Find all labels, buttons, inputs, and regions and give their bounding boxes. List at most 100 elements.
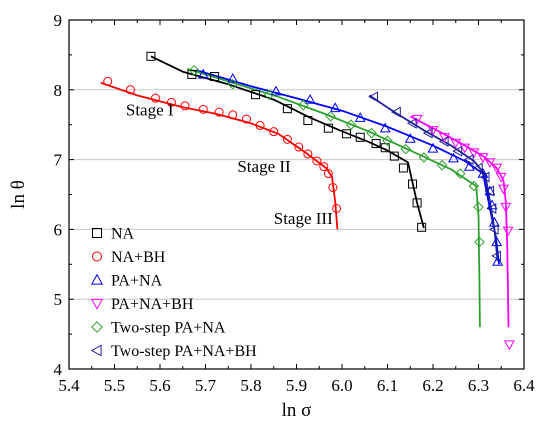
x-tick-label: 5.7	[195, 376, 217, 395]
data-point	[418, 152, 430, 163]
legend-label: NA	[111, 226, 135, 243]
x-tick-label: 5.6	[149, 376, 170, 395]
x-tick-label: 5.4	[58, 376, 80, 395]
data-point	[366, 127, 377, 139]
data-point	[166, 97, 176, 107]
data-point	[270, 85, 282, 96]
data-point	[329, 102, 341, 113]
data-point	[438, 136, 449, 147]
data-point	[500, 202, 512, 213]
data-point	[228, 110, 238, 120]
data-point	[390, 106, 401, 118]
legend-label: Two-step PA+NA+BH	[111, 343, 257, 360]
data-point	[345, 119, 357, 131]
data-point	[282, 104, 292, 114]
x-tick-label: 5.9	[286, 376, 307, 395]
data-point	[479, 171, 490, 183]
data-point	[491, 236, 503, 247]
x-tick-label: 5.5	[104, 376, 125, 395]
data-point	[255, 120, 265, 130]
data-point	[498, 184, 509, 195]
data-point	[92, 251, 102, 262]
data-point	[90, 273, 104, 285]
legend-label: Two-step PA+NA	[111, 320, 226, 337]
axis-ticks	[68, 19, 525, 370]
y-tick-label: 7	[54, 151, 63, 170]
data-point	[436, 159, 448, 171]
data-point	[452, 145, 463, 157]
data-point	[468, 180, 480, 192]
data-point	[294, 142, 304, 152]
data-point	[427, 142, 439, 153]
data-point	[303, 149, 313, 159]
data-point	[491, 163, 503, 174]
data-point	[406, 117, 417, 129]
data-point	[502, 226, 514, 237]
data-point	[241, 114, 251, 124]
x-axis-title: ln σ	[282, 400, 312, 421]
x-tick-label: 6.3	[468, 376, 489, 395]
stage-label: Stage II	[237, 157, 291, 176]
data-point	[463, 160, 475, 171]
data-point	[355, 132, 365, 142]
data-point	[448, 152, 459, 163]
legend-label: PA+NA	[111, 273, 163, 290]
data-point	[492, 255, 504, 266]
legend-label: PA+NA+BH	[111, 296, 194, 313]
data-point	[474, 236, 485, 248]
data-point	[323, 169, 333, 179]
data-point	[450, 138, 462, 149]
data-point	[484, 185, 495, 197]
data-point	[484, 158, 496, 169]
data-point	[227, 72, 239, 83]
y-tick-label: 4	[54, 360, 63, 379]
data-point	[404, 133, 416, 143]
data-point	[400, 143, 412, 155]
data-point	[368, 91, 378, 103]
x-tick-label: 6.1	[377, 376, 398, 395]
data-point	[312, 156, 322, 166]
data-point	[484, 185, 496, 196]
y-tick-label: 5	[54, 290, 63, 309]
data-point	[269, 127, 279, 137]
data-point	[325, 110, 336, 122]
legend: NA NA+BH PA+NA PA+NA+BH Two-step PA+NA Two-st…	[90, 226, 257, 360]
data-point	[408, 179, 418, 189]
data-point	[472, 162, 483, 174]
data-point	[389, 151, 399, 161]
data-point	[90, 344, 102, 357]
x-tick-label: 6.0	[331, 376, 352, 395]
data-point	[379, 122, 391, 133]
data-point	[417, 222, 427, 232]
data-point	[103, 76, 113, 86]
data-point	[227, 78, 239, 90]
stage-label: Stage I	[126, 101, 174, 120]
data-point	[371, 139, 381, 149]
y-tick-label: 6	[54, 220, 63, 239]
data-point	[454, 168, 466, 179]
fit-line	[150, 55, 425, 229]
y-tick-label: 9	[54, 11, 63, 30]
data-point	[91, 321, 103, 333]
fit-lines	[100, 55, 510, 328]
data-point	[491, 250, 501, 262]
y-tick-labels: 4 5 6 7 8 9	[54, 11, 63, 379]
data-point	[150, 93, 160, 103]
data-point	[459, 143, 471, 154]
data-point	[382, 135, 393, 147]
data-point	[463, 154, 474, 166]
data-point	[354, 112, 366, 122]
data-point	[187, 69, 197, 79]
data-point	[214, 107, 224, 117]
grid-lines	[69, 89, 524, 300]
data-point	[412, 198, 422, 208]
data-point	[146, 51, 156, 61]
data-point	[473, 201, 484, 213]
data-point	[92, 228, 102, 238]
data-point	[180, 101, 190, 111]
data-point	[488, 216, 500, 227]
data-point	[304, 93, 316, 104]
stage-label: Stage III	[274, 209, 333, 228]
data-point	[323, 123, 333, 133]
